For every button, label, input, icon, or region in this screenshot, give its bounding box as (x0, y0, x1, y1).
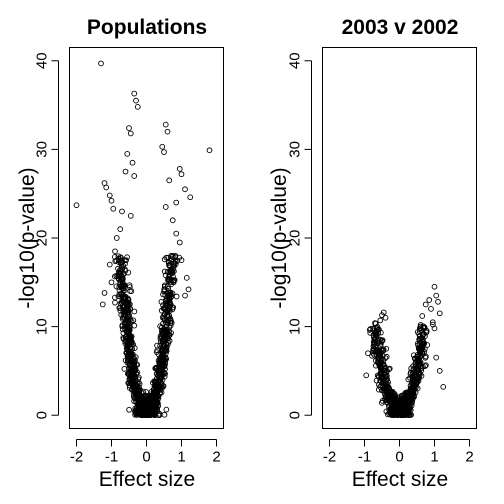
data-point (420, 314, 425, 319)
data-point (364, 373, 369, 378)
x-axis-label: Effect size (99, 468, 196, 491)
data-point (107, 262, 112, 267)
data-point (437, 369, 442, 374)
plot-frame (323, 48, 477, 429)
x-tick-label: -2 (323, 449, 336, 466)
x-tick-label: 2 (465, 449, 473, 466)
data-point (160, 144, 165, 149)
panel-title: 2003 v 2002 (342, 16, 459, 39)
y-tick-label: 0 (34, 411, 51, 419)
data-point (130, 160, 135, 165)
x-tick-label: 2 (212, 449, 220, 466)
data-point (127, 407, 132, 412)
data-point (114, 236, 119, 241)
data-point (434, 293, 439, 298)
y-tick-label: 10 (34, 318, 51, 335)
data-point (109, 198, 114, 203)
data-point (74, 203, 79, 208)
data-point (162, 412, 167, 417)
data-point (118, 227, 123, 232)
data-point (174, 231, 179, 236)
data-point (441, 384, 446, 389)
plot-frame (70, 48, 224, 429)
data-point (437, 311, 442, 316)
data-point (102, 291, 107, 296)
points (364, 284, 446, 417)
data-point (162, 150, 167, 155)
x-tick-label: -1 (105, 449, 118, 466)
data-point (183, 187, 188, 192)
data-point (174, 294, 179, 299)
data-point (179, 172, 184, 177)
data-point (109, 280, 114, 285)
data-point (100, 302, 105, 307)
x-tick-label: -2 (70, 449, 83, 466)
data-point (436, 299, 441, 304)
data-point (128, 131, 133, 136)
data-point (135, 104, 140, 109)
y-tick-label: 40 (34, 52, 51, 69)
y-tick-label: 20 (34, 230, 51, 247)
data-point (174, 200, 179, 205)
data-point (134, 98, 139, 103)
x-tick-label: 0 (142, 449, 150, 466)
data-point (111, 206, 116, 211)
data-point (120, 209, 125, 214)
data-point (132, 174, 137, 179)
data-point (186, 287, 191, 292)
data-point (366, 351, 371, 356)
data-point (434, 355, 439, 360)
x-tick-label: -1 (358, 449, 371, 466)
data-point (165, 129, 170, 134)
data-point (132, 91, 137, 96)
data-point (167, 178, 172, 183)
panel-populations: Populations Effect size -log10(p-value) … (16, 16, 224, 491)
data-point (99, 61, 104, 66)
data-point (164, 407, 169, 412)
panel-2003-v-2002: 2003 v 2002 Effect size -log10(p-value) … (268, 16, 477, 491)
data-point (183, 293, 188, 298)
data-point (113, 249, 118, 254)
data-point (188, 195, 193, 200)
x-axis-label: Effect size (352, 468, 449, 491)
data-point (427, 298, 432, 303)
points (74, 61, 212, 418)
data-point (177, 240, 182, 245)
data-point (383, 315, 388, 320)
panel-title: Populations (87, 16, 207, 39)
data-point (378, 318, 383, 323)
y-tick-label: 30 (34, 141, 51, 158)
x-tick-label: 1 (430, 449, 438, 466)
data-point (113, 300, 118, 305)
y-tick-label: 10 (287, 318, 304, 335)
data-point (177, 166, 182, 171)
data-point (423, 302, 428, 307)
data-point (432, 284, 437, 289)
y-axis: 0 10 20 30 40 (34, 52, 59, 419)
y-axis: 0 10 20 30 40 (287, 52, 312, 419)
data-point (207, 148, 212, 153)
data-point (163, 205, 168, 210)
x-tick-label: 1 (177, 449, 185, 466)
data-point (107, 193, 112, 198)
data-point (163, 122, 168, 127)
data-point (184, 275, 189, 280)
x-axis: -2 -1 0 1 2 (323, 440, 474, 466)
data-point (123, 169, 128, 174)
data-point (127, 126, 132, 131)
data-point (125, 151, 130, 156)
data-point (170, 218, 175, 223)
data-point (429, 306, 434, 311)
x-tick-label: 0 (395, 449, 403, 466)
y-tick-label: 30 (287, 141, 304, 158)
x-axis: -2 -1 0 1 2 (70, 440, 221, 466)
data-point (128, 213, 133, 218)
data-point (104, 185, 109, 190)
y-tick-label: 0 (287, 411, 304, 419)
data-point (122, 366, 127, 371)
y-tick-label: 20 (287, 230, 304, 247)
y-tick-label: 40 (287, 52, 304, 69)
